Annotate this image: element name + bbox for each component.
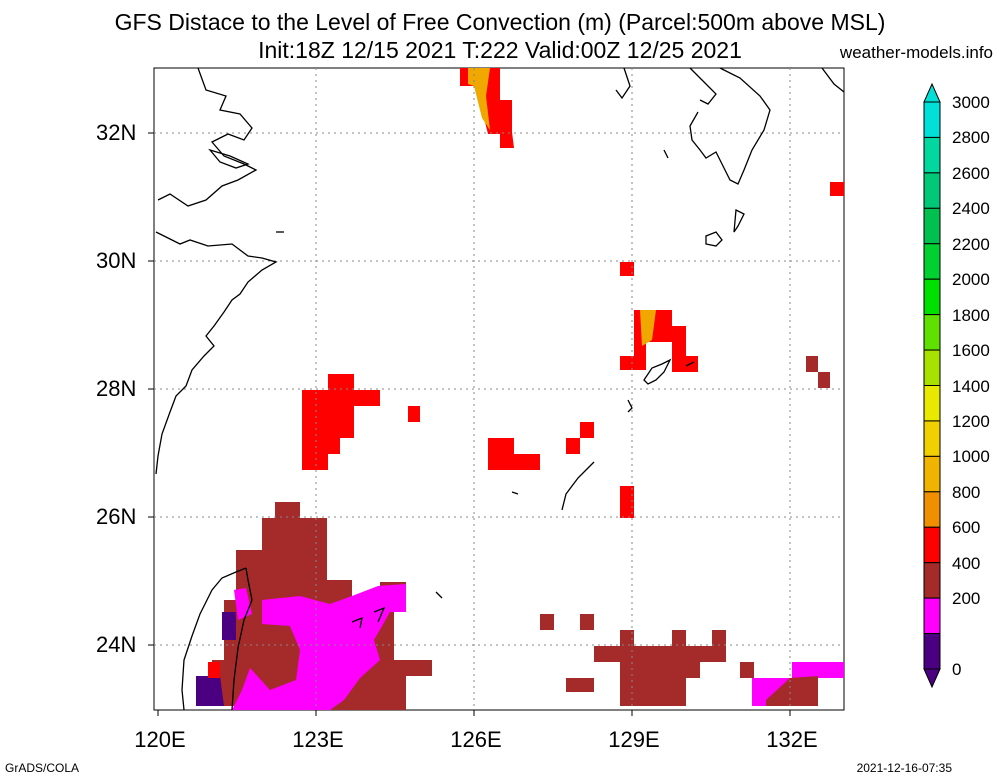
colorbar-label: 1600 [952, 341, 990, 361]
field-red-mid-3 [580, 422, 594, 438]
field-brown-east [806, 356, 818, 372]
colorbar-label: 800 [952, 482, 981, 502]
grid-lines [154, 68, 844, 710]
colorbar-swatch [923, 455, 941, 493]
colorbar-swatch [923, 207, 941, 245]
lon-label-120e: 120E [134, 727, 186, 752]
lat-label-24n: 24N [96, 632, 137, 657]
axis-ticks [148, 132, 791, 716]
colorbar-swatch [923, 243, 941, 280]
footer-right: 2021-12-16-07:35 [856, 761, 952, 775]
colorbar-swatch [923, 349, 941, 386]
colorbar-swatch [923, 633, 941, 670]
field-brown-spot-3 [566, 678, 594, 692]
site-label: weather-models.info [839, 43, 993, 62]
field-red-east [830, 182, 844, 196]
colorbar-swatch [923, 562, 941, 599]
shaded-field [196, 68, 844, 710]
colorbar-label: 600 [952, 518, 981, 538]
colorbar-label: 2400 [952, 199, 990, 219]
field-brown-spot-1 [540, 614, 554, 630]
field-red-30n [620, 262, 634, 276]
colorbar-swatch [923, 491, 941, 528]
colorbar-swatch [923, 420, 941, 457]
field-red-mid-2 [566, 438, 580, 454]
colorbar-label: 200 [952, 589, 981, 609]
field-brown-east-2 [818, 372, 830, 388]
colorbar-swatch [923, 314, 941, 351]
colorbar-label: 2800 [952, 128, 990, 148]
colorbar-label: 1400 [952, 376, 990, 396]
field-red-26n [620, 486, 634, 518]
field-brown-se-2 [766, 676, 818, 706]
map-subtitle: Init:18Z 12/15 2021 T:222 Valid:00Z 12/2… [258, 37, 742, 63]
colorbar-label: 2200 [952, 234, 990, 254]
colorbar-label: 400 [952, 553, 981, 573]
colorbar-label: 0 [952, 660, 962, 679]
field-red-ecs [302, 374, 380, 470]
lon-label-126e: 126E [450, 727, 502, 752]
field-magenta-south [232, 584, 406, 710]
colorbar-label: 3000 [952, 93, 990, 112]
colorbar-label: 1800 [952, 305, 990, 325]
lat-label-30n: 30N [96, 248, 137, 273]
colorbar-swatch [923, 526, 941, 564]
colorbar-bottom-arrow [923, 668, 941, 689]
colorbar-swatch [923, 278, 941, 316]
field-indigo-west [222, 612, 236, 640]
colorbar-swatch [923, 172, 941, 209]
lat-label-26n: 26N [96, 504, 137, 529]
lon-label-123e: 123E [292, 727, 344, 752]
footer-left: GrADS/COLA [5, 761, 80, 775]
lon-label-129e: 129E [608, 727, 660, 752]
lon-label-132e: 132E [766, 727, 818, 752]
colorbar-top-arrow [923, 82, 941, 103]
field-red-mid [488, 438, 540, 470]
map-title: GFS Distace to the Level of Free Convect… [114, 9, 886, 35]
field-brown-spot-2 [580, 614, 594, 630]
field-brown-spot-4 [740, 662, 754, 678]
field-indigo-sw [196, 676, 224, 706]
colorbar-label: 1200 [952, 411, 990, 431]
field-red-amami [620, 310, 698, 372]
colorbar-label: 1000 [952, 447, 990, 467]
field-brown-se [594, 630, 726, 706]
colorbar-swatch [923, 385, 941, 422]
field-orange-amami [640, 310, 656, 346]
coastlines [155, 67, 845, 711]
colorbar [923, 82, 941, 689]
lat-label-28n: 28N [96, 376, 137, 401]
colorbar-swatch [923, 597, 941, 635]
lat-label-32n: 32N [96, 120, 137, 145]
field-orange-north [468, 68, 490, 130]
field-red-sw [208, 662, 220, 678]
colorbar-label: 2000 [952, 270, 990, 290]
field-red-ecs-spot [408, 406, 420, 422]
colorbar-label: 2600 [952, 163, 990, 183]
colorbar-swatch [923, 101, 941, 138]
colorbar-swatch [923, 136, 941, 174]
